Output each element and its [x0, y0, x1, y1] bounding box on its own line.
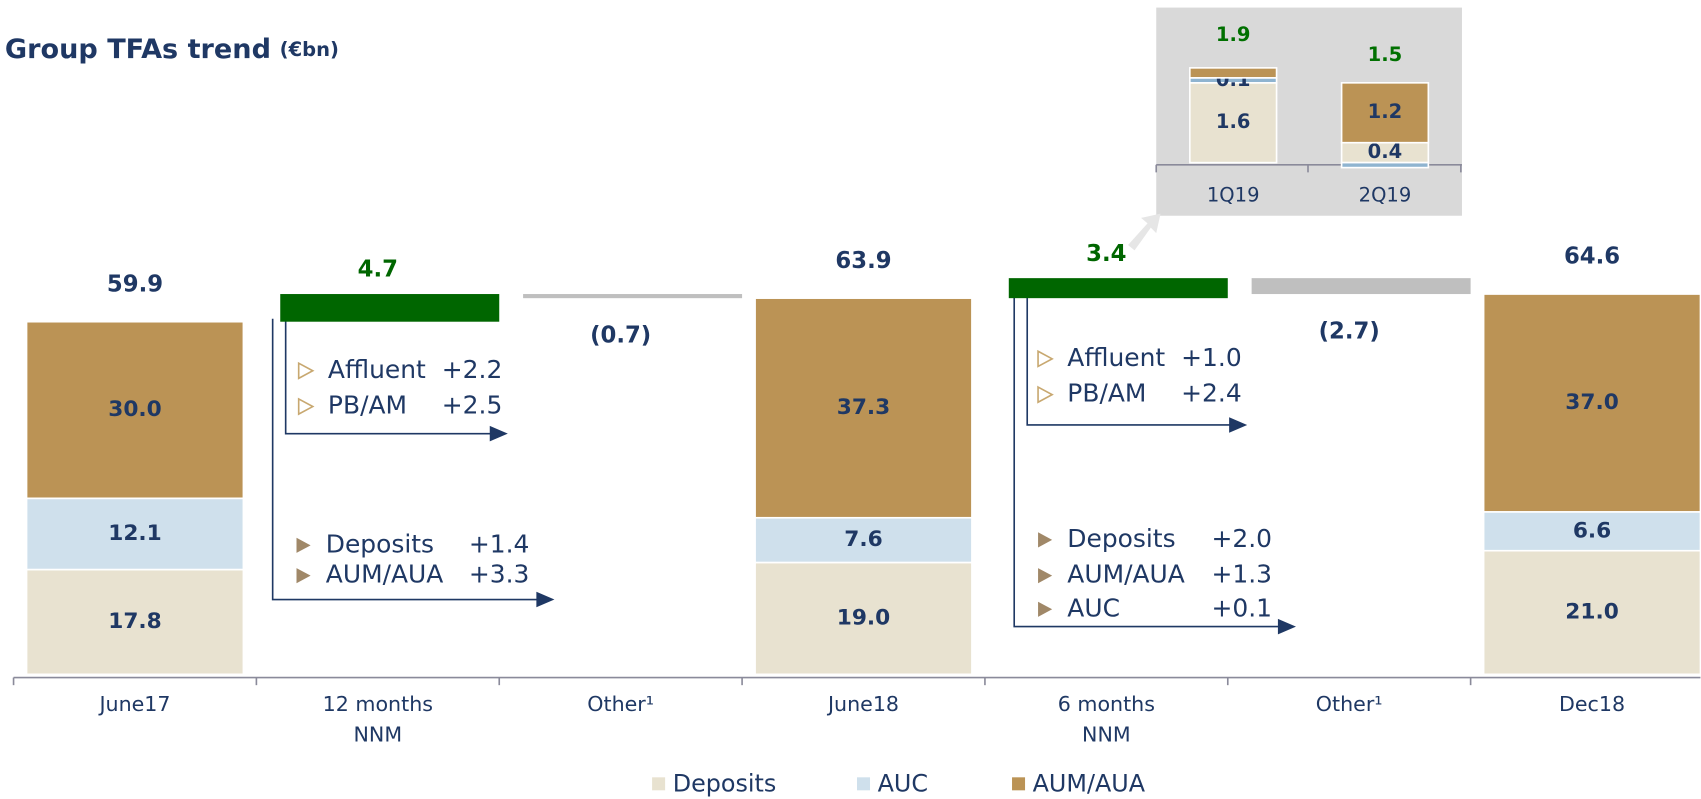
segment-label: 1.6: [1216, 110, 1251, 133]
annotation-connectors: [271, 294, 1296, 635]
annotation-label: PB/AM: [328, 391, 407, 420]
legend-swatch: [652, 777, 666, 791]
legend-label: AUC: [878, 769, 928, 797]
annotation-label: Affluent: [1067, 343, 1165, 372]
bar-segment: [1189, 67, 1278, 79]
x-tick-label-box: 6 months NNM: [1057, 692, 1155, 747]
x-tick-label-box: June17: [99, 692, 171, 717]
legend-swatch: [857, 777, 871, 791]
chart-title: Group TFAs trend (€bn): [5, 33, 339, 64]
segment-label: 7.6: [844, 527, 882, 552]
change-bar: [280, 294, 500, 322]
change-bar: [523, 294, 743, 299]
axis-ticks: [12, 677, 1472, 686]
bullet: [297, 397, 315, 416]
annotation-change: +2.0: [1212, 524, 1273, 553]
x-tick-label-box: Other¹: [587, 692, 655, 717]
x-tick-label: June18: [827, 692, 900, 717]
segment-label: 21.0: [1565, 600, 1618, 625]
legend-label: Deposits: [673, 769, 777, 797]
legend-swatch: [1012, 777, 1026, 791]
segment-label: 17.8: [108, 609, 161, 634]
legend-label: AUM/AUA: [1033, 769, 1146, 797]
segment-label: 1.2: [1368, 100, 1403, 123]
bullet: [297, 361, 315, 380]
segment-label: 30.0: [108, 397, 161, 422]
bullet: [1037, 349, 1054, 368]
annotation-change: +2.2: [442, 355, 503, 384]
x-tick-label-box: Dec18: [1558, 692, 1626, 717]
bar-segment: [754, 516, 973, 564]
bullet: [1038, 601, 1053, 617]
annotation-label: AUM/AUA: [1067, 560, 1185, 589]
annotation-change: +0.1: [1212, 593, 1273, 622]
title-unit: (€bn): [280, 37, 339, 60]
segment-label: 0.4: [1368, 140, 1403, 163]
annotation-label: Affluent: [328, 355, 426, 384]
title-main: Group TFAs trend: [5, 33, 271, 64]
x-tick-label: 12 months NNM: [322, 692, 433, 747]
change-bar: [1251, 278, 1471, 295]
segment-label: 6.6: [1573, 518, 1611, 543]
x-tick-label: June17: [99, 692, 171, 717]
bar-segment: [25, 497, 245, 571]
segment-label: 37.0: [1565, 390, 1618, 415]
annotation-label: AUC: [1067, 593, 1120, 622]
annotation-change: +3.3: [469, 560, 530, 589]
segment-label: 19.0: [837, 605, 890, 630]
segment-label: 37.3: [837, 395, 890, 420]
annotation-label: Deposits: [326, 529, 434, 558]
annotation-label: AUM/AUA: [326, 560, 444, 589]
x-tick-label: Other¹: [587, 692, 655, 717]
annotation-change: +2.4: [1181, 379, 1242, 408]
segment-label: 12.1: [108, 521, 161, 546]
annotation-label: Deposits: [1067, 524, 1175, 553]
annotation-label: PB/AM: [1067, 379, 1146, 408]
annotation-change: +1.4: [469, 529, 530, 558]
total-label: 64.6: [1564, 244, 1620, 270]
x-tick-label: 1Q19: [1207, 184, 1260, 207]
change-label: (2.7): [1319, 318, 1380, 344]
bullet: [1038, 568, 1053, 584]
x-tick-label: Other¹: [1315, 692, 1383, 717]
bar-segment: [754, 561, 973, 676]
bar-segment: [754, 297, 973, 519]
bar-segment: [1482, 293, 1701, 513]
change-label: 4.7: [358, 257, 398, 283]
x-tick-label-box: June18: [827, 692, 900, 717]
inset-ticks: [1155, 164, 1462, 173]
annotation-change: +1.3: [1212, 560, 1273, 589]
change-label: 3.4: [1086, 241, 1126, 267]
bar-segment: [1340, 82, 1430, 144]
bullet: [296, 537, 311, 553]
total-label: 1.9: [1216, 23, 1251, 46]
x-tick-label-box: Other¹: [1315, 692, 1383, 717]
bar-segment: [1482, 511, 1701, 552]
bar-segment: [25, 568, 245, 676]
inset-pointer: [1128, 213, 1161, 251]
bar-segment: [1340, 161, 1430, 169]
total-label: 59.9: [107, 271, 163, 297]
x-tick-label: 6 months NNM: [1057, 692, 1155, 747]
change-label: (0.7): [590, 323, 651, 349]
x-tick-label: 2Q19: [1359, 184, 1412, 207]
total-label: 63.9: [835, 248, 891, 274]
bullet: [296, 568, 311, 584]
total-label: 1.5: [1368, 43, 1403, 66]
bar-segment: [1189, 82, 1278, 164]
annotation-change: +1.0: [1181, 343, 1242, 372]
x-tick-label-box: 12 months NNM: [322, 692, 433, 747]
bullet: [1037, 385, 1054, 404]
bar-segment: [1482, 549, 1701, 676]
annotation-change: +2.5: [442, 391, 503, 420]
bullet: [1038, 532, 1053, 548]
bar-segment: [25, 320, 245, 500]
change-bar: [1008, 278, 1228, 299]
x-tick-label: Dec18: [1558, 692, 1626, 717]
